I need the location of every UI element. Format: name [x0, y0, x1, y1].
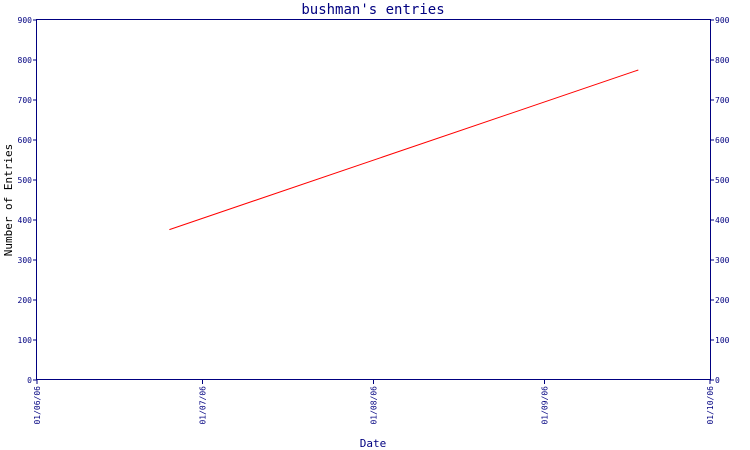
x-tick-label: 01/06/06: [33, 386, 42, 425]
x-tick-label: 01/08/06: [370, 386, 379, 425]
y-tick-label-left: 800: [18, 56, 33, 65]
y-tick-label-right: 0: [715, 376, 720, 385]
y-tick-label-left: 400: [18, 216, 33, 225]
y-axis-left: 0 100 200 300 400 500 600 700 800 900: [18, 16, 37, 385]
y-tick-label-left: 600: [18, 136, 33, 145]
y-axis-label: Number of Entries: [2, 144, 15, 257]
x-tick-label: 01/09/06: [541, 386, 550, 425]
x-tick-label: 01/07/06: [198, 386, 207, 425]
y-tick-label-right: 100: [715, 336, 730, 345]
y-tick-label-right: 600: [715, 136, 730, 145]
y-tick-label-right: 300: [715, 256, 730, 265]
x-axis: 01/06/06 01/07/06 01/08/06 01/09/06 01/10/06: [33, 380, 715, 425]
y-tick-label-left: 0: [27, 376, 32, 385]
series-group: [169, 69, 639, 231]
y-tick-label-right: 200: [715, 296, 730, 305]
y-axis-right: 0 100 200 300 400 500 600 700 800 900: [710, 16, 730, 385]
y-tick-label-left: 200: [18, 296, 33, 305]
plot-area-frame: [36, 19, 711, 380]
y-tick-label-right: 400: [715, 216, 730, 225]
series-line: [169, 69, 639, 231]
y-tick-label-left: 500: [18, 176, 33, 185]
y-tick-label-left: 900: [18, 16, 33, 25]
y-tick-label-right: 800: [715, 56, 730, 65]
y-tick-label-right: 500: [715, 176, 730, 185]
y-tick-label-left: 700: [18, 96, 33, 105]
y-tick-label-left: 300: [18, 256, 33, 265]
y-tick-label-right: 700: [715, 96, 730, 105]
y-tick-label-left: 100: [18, 336, 33, 345]
chart-title: bushman's entries: [301, 2, 444, 18]
x-tick-label: 01/10/06: [706, 386, 715, 425]
x-axis-label: Date: [360, 437, 387, 450]
y-tick-label-right: 900: [715, 16, 730, 25]
